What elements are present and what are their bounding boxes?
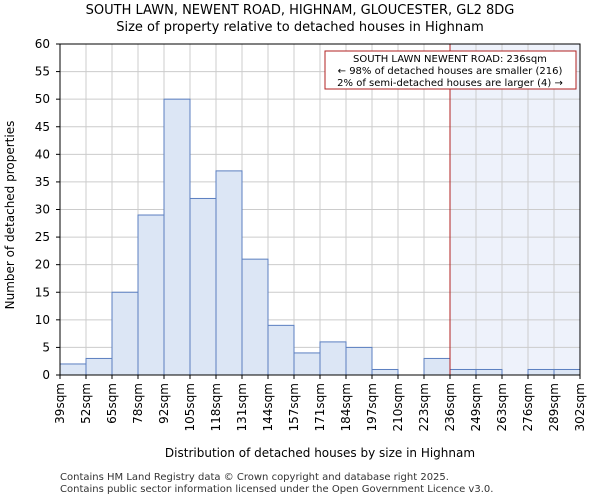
histogram-bar — [215, 170, 243, 376]
histogram-bar — [267, 324, 295, 376]
histogram-bar — [371, 368, 399, 376]
y-tick-label: 60 — [35, 37, 50, 51]
y-tick-label: 55 — [35, 65, 50, 79]
histogram-bar — [163, 98, 191, 376]
x-tick-label: 197sqm — [365, 383, 379, 431]
histogram-bar — [553, 368, 581, 376]
footer-copyright: Contains HM Land Registry data © Crown c… — [60, 472, 449, 483]
x-tick-label: 223sqm — [417, 383, 431, 431]
x-tick-label: 92sqm — [157, 383, 171, 424]
histogram-bar — [345, 346, 373, 376]
y-tick-label: 30 — [35, 203, 50, 217]
histogram-bar — [137, 214, 165, 376]
x-tick-label: 236sqm — [443, 383, 457, 431]
x-tick-label: 118sqm — [209, 383, 223, 431]
y-tick-label: 10 — [35, 313, 50, 327]
annotation-line-1: SOUTH LAWN NEWENT ROAD: 236sqm — [353, 54, 547, 65]
y-tick-label: 0 — [42, 368, 50, 382]
annotation-line-3: 2% of semi-detached houses are larger (4… — [337, 78, 563, 89]
x-tick-label: 157sqm — [287, 383, 301, 431]
chart-title: SOUTH LAWN, NEWENT ROAD, HIGHNAM, GLOUCE… — [85, 3, 515, 18]
x-tick-label: 249sqm — [469, 383, 483, 431]
histogram-bar — [423, 357, 451, 376]
x-axis-label: Distribution of detached houses by size … — [165, 446, 475, 460]
y-tick-label: 35 — [35, 175, 50, 189]
y-tick-label: 50 — [35, 92, 50, 106]
x-tick-label: 184sqm — [339, 383, 353, 431]
y-tick-label: 45 — [35, 120, 50, 134]
x-tick-label: 65sqm — [105, 383, 119, 424]
chart-plot: 0 5 10 15 20 25 30 35 40 45 50 55 60 39sqm 52sqm 65sqm 7… — [3, 37, 587, 460]
histogram-bar — [59, 363, 87, 376]
y-tick-label: 20 — [35, 258, 50, 272]
histogram-bar — [189, 197, 217, 376]
y-tick-label: 15 — [35, 285, 50, 299]
x-tick-label: 171sqm — [313, 383, 327, 431]
x-tick-label: 52sqm — [79, 383, 93, 424]
y-axis-label: Number of detached properties — [3, 121, 17, 310]
y-tick-label: 5 — [42, 340, 50, 354]
histogram-bar — [111, 291, 139, 376]
annotation-line-2: ← 98% of detached houses are smaller (21… — [338, 66, 563, 77]
x-tick-label: 263sqm — [495, 383, 509, 431]
chart-subtitle: Size of property relative to detached ho… — [116, 20, 484, 35]
histogram-bar — [85, 357, 113, 376]
histogram-bar — [449, 368, 477, 376]
histogram-bar — [241, 258, 269, 376]
annotation-box — [324, 50, 577, 90]
x-tick-label: 78sqm — [131, 383, 145, 424]
y-tick-label: 25 — [35, 230, 50, 244]
footer-licence: Contains public sector information licen… — [60, 484, 494, 495]
histogram-bar — [293, 352, 321, 376]
x-tick-label: 105sqm — [183, 383, 197, 431]
x-tick-label: 131sqm — [235, 383, 249, 431]
x-tick-label: 302sqm — [573, 383, 587, 431]
x-tick-label: 289sqm — [547, 383, 561, 431]
y-tick-label: 40 — [35, 147, 50, 161]
histogram-bar — [319, 341, 347, 376]
x-tick-label: 210sqm — [391, 383, 405, 431]
x-tick-label: 276sqm — [521, 383, 535, 431]
histogram-bar — [527, 368, 555, 376]
x-tick-label: 39sqm — [53, 383, 67, 424]
x-tick-label: 144sqm — [261, 383, 275, 431]
histogram-bar — [475, 368, 503, 376]
